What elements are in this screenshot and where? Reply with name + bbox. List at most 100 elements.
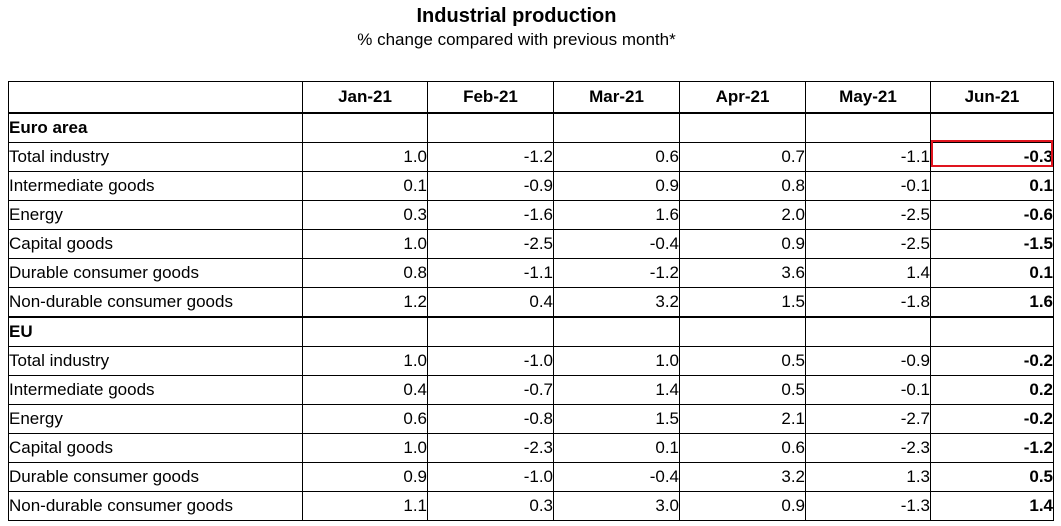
- group-row: EU: [8, 316, 1054, 347]
- value-cell: 0.1: [553, 433, 680, 463]
- value-cell: 0.9: [679, 491, 806, 521]
- value-cell: 0.9: [553, 171, 680, 201]
- value-cell: 3.0: [553, 491, 680, 521]
- value-cell: 2.0: [679, 200, 806, 230]
- value-cell: 0.6: [679, 433, 806, 463]
- row-label: Non-durable consumer goods: [8, 287, 303, 318]
- row-label: Durable consumer goods: [8, 258, 303, 288]
- value-cell: 0.6: [302, 404, 428, 434]
- empty-cell: [553, 112, 680, 143]
- value-cell: 3.6: [679, 258, 806, 288]
- value-cell: -0.4: [553, 229, 680, 259]
- value-cell: 1.3: [805, 462, 931, 492]
- value-cell: 1.6: [930, 287, 1054, 318]
- value-cell: 0.9: [302, 462, 428, 492]
- value-cell: -0.1: [805, 375, 931, 405]
- table-row: Total industry 1.0 -1.2 0.6 0.7 -1.1 -0.3: [8, 142, 1054, 172]
- value-cell: 0.3: [302, 200, 428, 230]
- table-row: Intermediate goods 0.4 -0.7 1.4 0.5 -0.1 0.2: [8, 375, 1054, 405]
- value-cell: -2.5: [805, 229, 931, 259]
- value-cell: -0.9: [805, 346, 931, 376]
- table-row: Energy 0.3 -1.6 1.6 2.0 -2.5 -0.6: [8, 200, 1054, 230]
- value-cell: 1.0: [302, 229, 428, 259]
- column-header: Apr-21: [679, 81, 806, 114]
- value-cell: 2.1: [679, 404, 806, 434]
- row-label: Capital goods: [8, 433, 303, 463]
- industrial-production-table: Jan-21 Feb-21 Mar-21 Apr-21 May-21 Jun-2…: [8, 81, 1054, 521]
- table-row: Durable consumer goods 0.9 -1.0 -0.4 3.2 1.3 0…: [8, 462, 1054, 492]
- value-cell: 1.2: [302, 287, 428, 318]
- table-row: Intermediate goods 0.1 -0.9 0.9 0.8 -0.1 0.1: [8, 171, 1054, 201]
- table-row: Total industry 1.0 -1.0 1.0 0.5 -0.9 -0.2: [8, 346, 1054, 376]
- column-header: Jan-21: [302, 81, 428, 114]
- row-label: Intermediate goods: [8, 375, 303, 405]
- header-row: Jan-21 Feb-21 Mar-21 Apr-21 May-21 Jun-2…: [8, 81, 1054, 114]
- value-cell: -0.7: [427, 375, 554, 405]
- row-label: Non-durable consumer goods: [8, 491, 303, 521]
- value-cell: 1.5: [679, 287, 806, 318]
- empty-cell: [679, 316, 806, 347]
- value-cell: -1.5: [930, 229, 1054, 259]
- value-cell: -2.3: [427, 433, 554, 463]
- value-cell: 1.0: [302, 142, 428, 172]
- value-cell: -1.1: [805, 142, 931, 172]
- value-cell: 0.4: [302, 375, 428, 405]
- table-title: Industrial production: [416, 5, 617, 27]
- value-cell: 0.9: [679, 229, 806, 259]
- value-cell: -1.2: [553, 258, 680, 288]
- value-cell: -1.0: [427, 346, 554, 376]
- table-row: Energy 0.6 -0.8 1.5 2.1 -2.7 -0.2: [8, 404, 1054, 434]
- empty-cell: [427, 112, 554, 143]
- value-cell: 0.2: [930, 375, 1054, 405]
- value-cell: 1.1: [302, 491, 428, 521]
- value-cell: 1.0: [553, 346, 680, 376]
- table-row: Capital goods 1.0 -2.3 0.1 0.6 -2.3 -1.2: [8, 433, 1054, 463]
- value-cell: -2.5: [805, 200, 931, 230]
- value-cell: 1.0: [302, 433, 428, 463]
- column-header: Jun-21: [930, 81, 1054, 114]
- value-cell: -0.1: [805, 171, 931, 201]
- column-header: Feb-21: [427, 81, 554, 114]
- value-cell: -0.9: [427, 171, 554, 201]
- value-cell: -0.4: [553, 462, 680, 492]
- row-label: Durable consumer goods: [8, 462, 303, 492]
- value-cell: -2.7: [805, 404, 931, 434]
- column-header: Mar-21: [553, 81, 680, 114]
- row-label: Energy: [8, 404, 303, 434]
- value-cell: 0.8: [302, 258, 428, 288]
- value-cell: 0.5: [930, 462, 1054, 492]
- value-cell: 1.4: [930, 491, 1054, 521]
- empty-cell: [302, 316, 428, 347]
- value-cell: 0.1: [930, 258, 1054, 288]
- value-cell: 1.5: [553, 404, 680, 434]
- empty-cell: [930, 112, 1054, 143]
- value-cell: 3.2: [679, 462, 806, 492]
- table-row: Non-durable consumer goods 1.2 0.4 3.2 1.5 -1…: [8, 287, 1054, 318]
- empty-cell: [679, 112, 806, 143]
- empty-cell: [930, 316, 1054, 347]
- table-body: Euro area Total industry 1.0 -1.2 0.6 0.7 -1.1…: [8, 112, 1054, 521]
- value-cell: -0.8: [427, 404, 554, 434]
- table-row: Capital goods 1.0 -2.5 -0.4 0.9 -2.5 -1.5: [8, 229, 1054, 259]
- empty-cell: [805, 316, 931, 347]
- value-cell: -1.3: [805, 491, 931, 521]
- group-label: Euro area: [8, 112, 303, 143]
- value-cell: -1.2: [427, 142, 554, 172]
- value-cell: 0.6: [553, 142, 680, 172]
- row-label: Intermediate goods: [8, 171, 303, 201]
- value-cell: -0.6: [930, 200, 1054, 230]
- value-cell: 0.4: [427, 287, 554, 318]
- empty-cell: [553, 316, 680, 347]
- group-row: Euro area: [8, 112, 1054, 143]
- value-cell: 0.3: [427, 491, 554, 521]
- header-corner-cell: [8, 81, 303, 114]
- value-cell: -1.2: [930, 433, 1054, 463]
- value-cell: 0.7: [679, 142, 806, 172]
- row-label: Total industry: [8, 142, 303, 172]
- value-cell: 0.8: [679, 171, 806, 201]
- value-cell: -1.6: [427, 200, 554, 230]
- value-cell: 1.0: [302, 346, 428, 376]
- value-cell: 0.5: [679, 346, 806, 376]
- empty-cell: [427, 316, 554, 347]
- value-cell: 3.2: [553, 287, 680, 318]
